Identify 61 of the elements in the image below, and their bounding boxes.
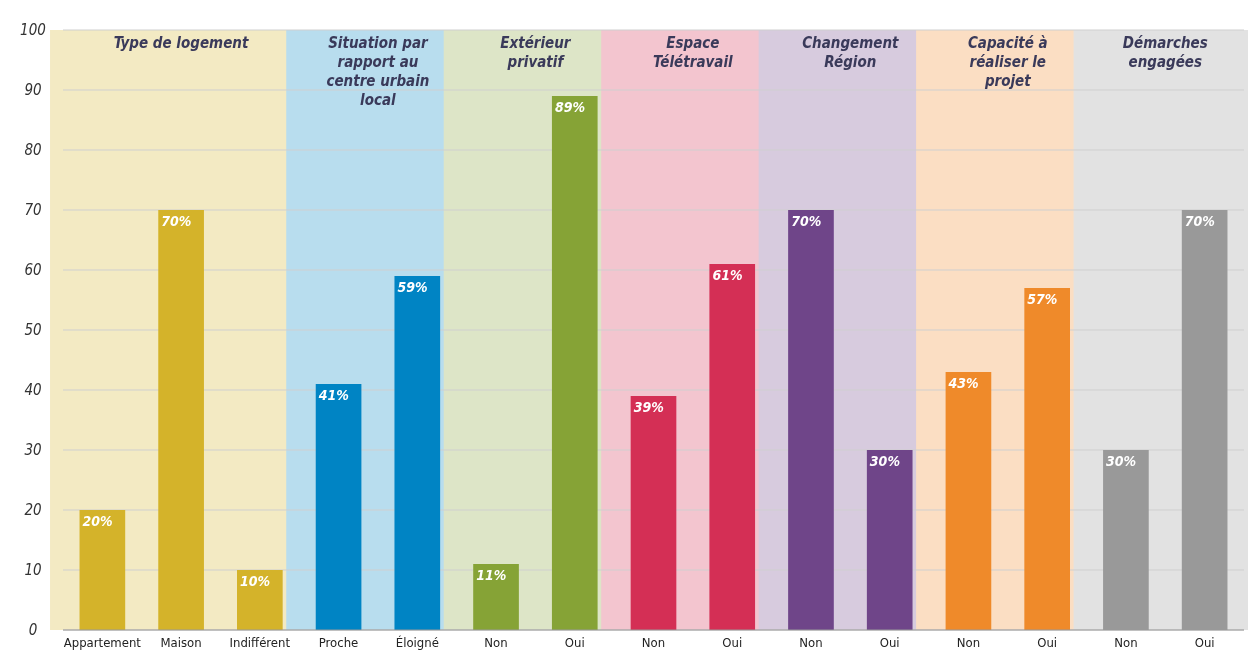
bar <box>237 570 283 630</box>
x-tick-label: Appartement <box>63 635 142 650</box>
bar <box>866 450 913 630</box>
y-tick-label: 30 <box>24 441 42 460</box>
y-tick-label: 90 <box>24 81 42 100</box>
data-label: 43% <box>948 375 979 391</box>
bar <box>158 210 204 630</box>
data-label: 57% <box>1027 291 1058 307</box>
data-label: 30% <box>1106 453 1137 469</box>
data-label: 70% <box>791 213 822 229</box>
x-tick-label: Non <box>799 635 823 650</box>
y-tick-label: 60 <box>24 261 42 280</box>
x-tick-label: Oui <box>722 635 743 650</box>
y-tick-label: 80 <box>24 141 42 160</box>
x-tick-label: Oui <box>879 635 900 650</box>
y-tick-label: 40 <box>24 381 42 400</box>
y-tick-label: 0 <box>28 621 38 640</box>
y-tick-label: 50 <box>24 321 42 340</box>
bar <box>315 384 362 630</box>
annotation: Type de logement <box>113 34 249 52</box>
data-label: 70% <box>161 213 192 229</box>
bar <box>788 210 834 630</box>
x-tick-label: Non <box>484 635 508 650</box>
x-tick-label: Non <box>1114 635 1138 650</box>
data-label: 89% <box>554 99 586 115</box>
y-tick-label: 10 <box>24 561 42 580</box>
annotation: Extérieur privatif <box>500 34 572 71</box>
data-label: 10% <box>240 573 271 589</box>
x-tick-label: Proche <box>318 635 359 650</box>
bar <box>945 372 992 630</box>
bar <box>630 396 677 630</box>
bar <box>1024 288 1070 630</box>
x-tick-label: Non <box>641 635 666 650</box>
x-tick-label: Oui <box>1194 635 1215 650</box>
data-label: 61% <box>712 267 743 283</box>
y-tick-label: 20 <box>24 501 42 520</box>
y-tick-label: 100 <box>20 21 46 40</box>
bar <box>79 510 126 630</box>
annotation: Espace Télétravail <box>653 34 734 71</box>
data-label: 11% <box>476 567 507 583</box>
y-tick-label: 70 <box>24 201 42 220</box>
bar <box>473 564 519 630</box>
x-tick-label: Indifférent <box>229 635 291 650</box>
annotation: Démarches engagées <box>1122 34 1208 71</box>
x-tick-label: Oui <box>564 635 585 650</box>
x-tick-label: Oui <box>1037 635 1058 650</box>
data-label: 41% <box>318 387 349 403</box>
data-label: 39% <box>633 399 664 415</box>
annotation: Changement Région <box>802 34 900 71</box>
x-tick-label: Éloigné <box>395 635 439 650</box>
x-tick-label: Maison <box>160 635 202 650</box>
bar <box>394 276 441 630</box>
data-label: 20% <box>82 513 113 529</box>
data-label: 59% <box>397 279 428 295</box>
data-label: 30% <box>869 453 901 469</box>
data-label: 70% <box>1184 213 1215 229</box>
x-tick-label: Non <box>956 635 981 650</box>
annotation: Capacité à réaliser le projet <box>967 34 1048 90</box>
annotation: Situation par rapport au centre urbain local <box>326 34 430 109</box>
bar <box>551 96 598 630</box>
bar <box>709 264 756 630</box>
